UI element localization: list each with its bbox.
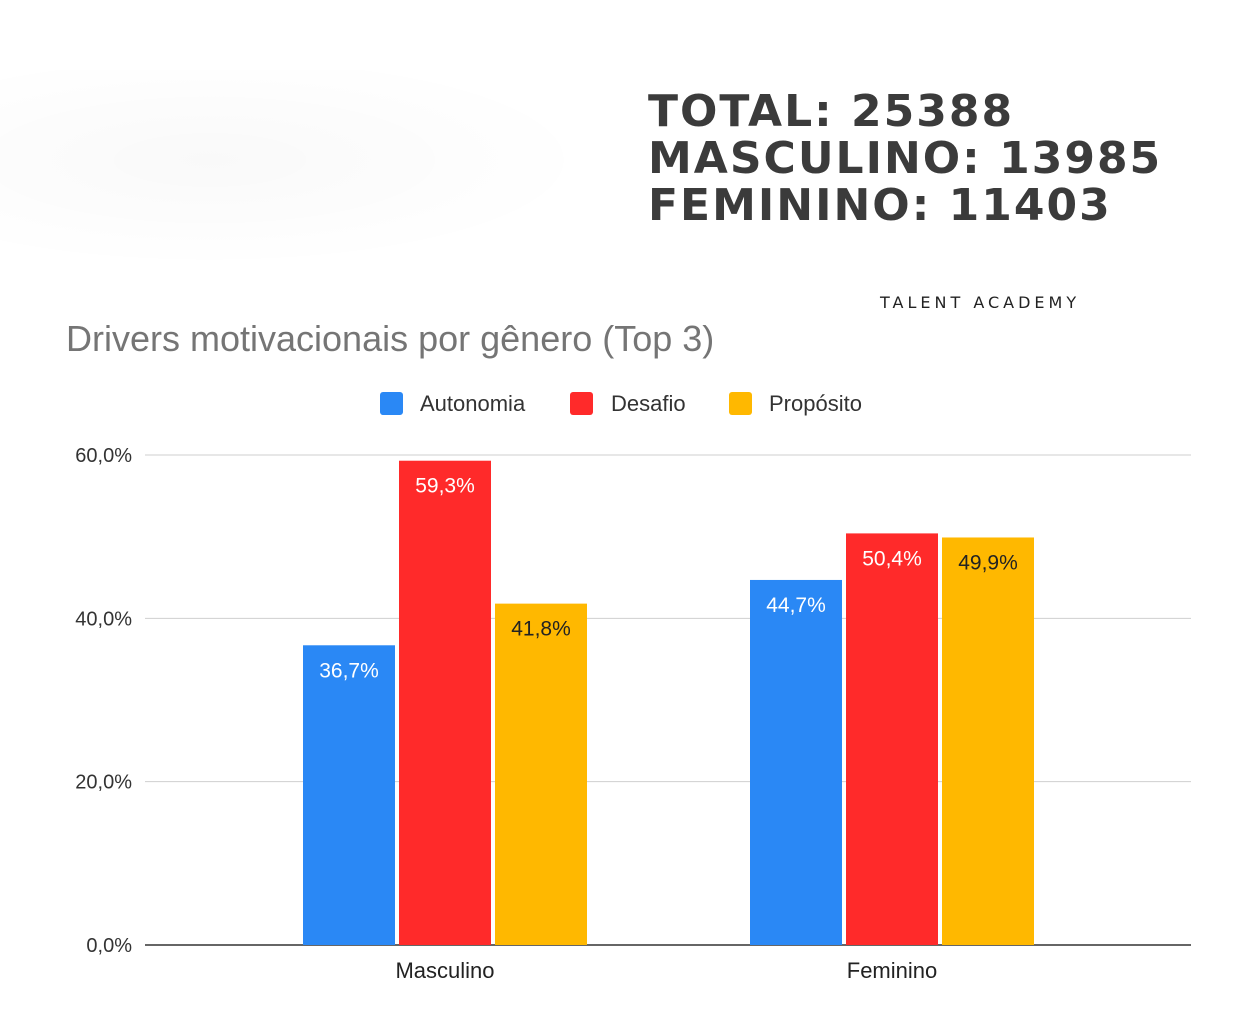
legend-swatch [570, 392, 593, 415]
stat-masculino: MASCULINO: 13985 [648, 133, 1163, 184]
y-tick-label: 60,0% [75, 445, 132, 467]
data-label: 44,7% [766, 594, 826, 617]
bar [495, 603, 587, 945]
stats-block: TOTAL: 25388 MASCULINO: 13985 FEMININO: … [648, 88, 1162, 229]
legend-swatch [729, 392, 752, 415]
data-label: 49,9% [958, 551, 1018, 574]
data-label: 50,4% [862, 547, 922, 570]
legend-label: Autonomia [420, 391, 526, 416]
bar [399, 460, 491, 945]
legend-label: Propósito [769, 391, 862, 416]
y-tick-label: 20,0% [75, 772, 132, 794]
chart-title: Drivers motivacionais por gênero (Top 3) [66, 318, 715, 359]
y-tick-label: 40,0% [75, 608, 132, 630]
stat-total: TOTAL: 25388 [648, 86, 1015, 137]
data-label: 36,7% [319, 659, 379, 682]
stat-feminino: FEMININO: 11403 [648, 180, 1112, 231]
y-tick-label: 0,0% [86, 935, 132, 957]
brand-label: TALENT ACADEMY [880, 293, 1081, 312]
bar [846, 533, 938, 945]
faded-background-text [0, 70, 600, 270]
x-tick-label: Feminino [847, 958, 937, 983]
bar [303, 645, 395, 945]
bar [750, 579, 842, 945]
legend-label: Desafio [611, 391, 686, 416]
bar [942, 537, 1034, 945]
x-tick-label: Masculino [395, 958, 494, 983]
data-label: 41,8% [511, 618, 571, 641]
data-label: 59,3% [415, 475, 475, 498]
legend-swatch [380, 392, 403, 415]
